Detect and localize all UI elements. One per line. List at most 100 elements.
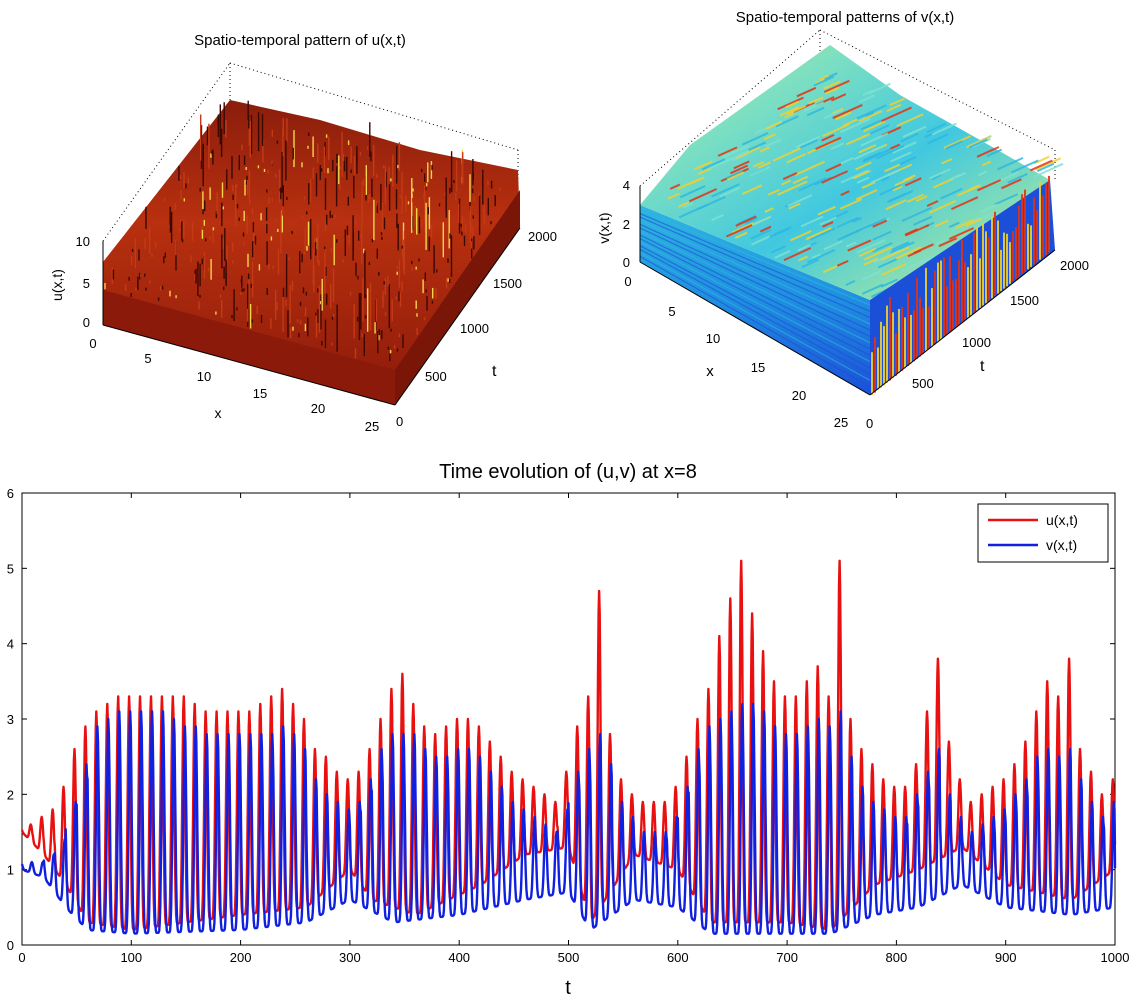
v-ripple	[901, 206, 933, 222]
v-ripple	[777, 96, 804, 111]
v-ripple	[764, 207, 774, 213]
v-ripple	[839, 117, 871, 134]
u-z-axis: 10 5 0 u(x,t)	[49, 234, 104, 330]
u-z-tick-0: 0	[83, 315, 90, 330]
v-ripple	[869, 217, 887, 227]
v-ripple	[881, 263, 907, 276]
v-side-band	[639, 248, 871, 375]
line-axis-ticks: 0 100 200 300 400 500 600 700 800 900 1000 0 1 2 3 4 5 6	[7, 486, 1130, 965]
u-t-tick-0: 0	[396, 414, 403, 429]
v-ripple	[889, 97, 906, 107]
v-x-label: x	[706, 363, 714, 380]
v-ripple	[678, 201, 690, 208]
v-ripple	[904, 177, 922, 187]
v-t-tick-500: 500	[912, 376, 934, 391]
v-z-tick-2: 2	[623, 217, 630, 232]
v-ripple	[861, 283, 884, 295]
v-right-spikes	[871, 175, 1050, 395]
u-x-tick-25: 25	[365, 419, 379, 434]
v-ripple	[796, 86, 817, 98]
u-t-axis: 0 500 1000 1500 2000 t	[394, 227, 557, 429]
v-side-band	[639, 234, 871, 350]
v-ripple	[815, 136, 842, 151]
v-x-tick-25: 25	[834, 415, 848, 430]
v-ripple	[750, 228, 772, 240]
y-tick-label: 6	[7, 486, 14, 501]
v-ripple	[943, 135, 972, 149]
v-ripple	[777, 180, 808, 196]
v-ripple	[806, 106, 825, 117]
v-ripple	[734, 231, 748, 239]
v-ripple	[677, 178, 700, 190]
v-ripple	[678, 203, 709, 219]
v-ripple	[757, 161, 771, 169]
series-line-v	[20, 702, 1117, 935]
v-ripple	[795, 135, 821, 149]
v-ripple	[965, 217, 982, 227]
u-z-tick-5: 5	[83, 276, 90, 291]
v-ripple	[856, 104, 887, 120]
v-ripple	[1033, 155, 1050, 165]
y-tick-label: 4	[7, 637, 14, 652]
v-ripple	[785, 100, 800, 109]
u-x-tick-10: 10	[197, 369, 211, 384]
v-ripple	[836, 259, 849, 267]
v-ripple	[819, 74, 829, 81]
v-ripple	[895, 246, 922, 260]
u-t-label: t	[492, 363, 497, 380]
v-side-band	[639, 209, 871, 306]
v-ripple	[840, 190, 850, 197]
v-ripple	[765, 138, 782, 148]
v-ripple	[900, 132, 919, 143]
v-z-tick-4: 4	[623, 178, 630, 193]
v-ripple	[870, 169, 900, 184]
v-ripple	[948, 221, 960, 229]
v-ripple	[821, 133, 835, 142]
v-ripple	[931, 122, 957, 136]
v-side-band	[639, 238, 871, 356]
v-ripple	[832, 103, 863, 120]
v-ripple	[733, 160, 750, 170]
v-x-axis: 0 5 10 15 20 25 x	[624, 261, 871, 430]
u-x-axis: 0 5 10 15 20 25 x	[89, 324, 396, 434]
v-ripple	[880, 176, 890, 182]
v-ripple	[779, 106, 800, 117]
v-ripple	[813, 75, 835, 87]
v-ripple	[701, 158, 726, 171]
v-ripple	[822, 123, 850, 138]
v-ripple	[950, 196, 979, 211]
legend-label-v: v(x,t)	[1046, 537, 1077, 553]
v-ripple	[941, 157, 953, 165]
v-ripple	[741, 132, 769, 146]
v-ripple	[954, 171, 967, 179]
v-surface-title: Spatio-temporal patterns of v(x,t)	[736, 9, 954, 26]
v-ripple	[861, 181, 876, 190]
v-ripple	[981, 160, 992, 167]
v-ripple	[788, 202, 801, 210]
v-ripple	[855, 161, 872, 171]
v-ripple	[845, 241, 857, 248]
v-ripple	[725, 170, 744, 180]
v-ripple	[889, 143, 901, 150]
v-ripple	[830, 142, 845, 151]
v-ripple	[711, 213, 724, 222]
v-ripple	[786, 104, 807, 116]
v-x-tick-5: 5	[668, 304, 675, 319]
v-side-band	[639, 213, 871, 312]
time-evolution-panel: Time evolution of (u,v) at x=8 0 100 200 30…	[7, 461, 1130, 999]
v-ripple	[858, 110, 883, 123]
v-ripple	[823, 79, 850, 93]
v-ripple	[945, 140, 963, 150]
v-ripple	[955, 218, 975, 229]
v-ripple	[688, 188, 718, 203]
x-tick-label: 600	[667, 950, 689, 965]
v-z-label: v(x,t)	[596, 212, 612, 243]
v-ripple	[773, 226, 792, 236]
v-ripple	[752, 160, 765, 168]
v-ripple	[805, 226, 832, 241]
v-z-axis: 4 2 0 v(x,t)	[596, 178, 641, 270]
v-ripple	[823, 80, 841, 90]
v-ripple	[858, 94, 876, 104]
v-ripple	[872, 230, 892, 241]
